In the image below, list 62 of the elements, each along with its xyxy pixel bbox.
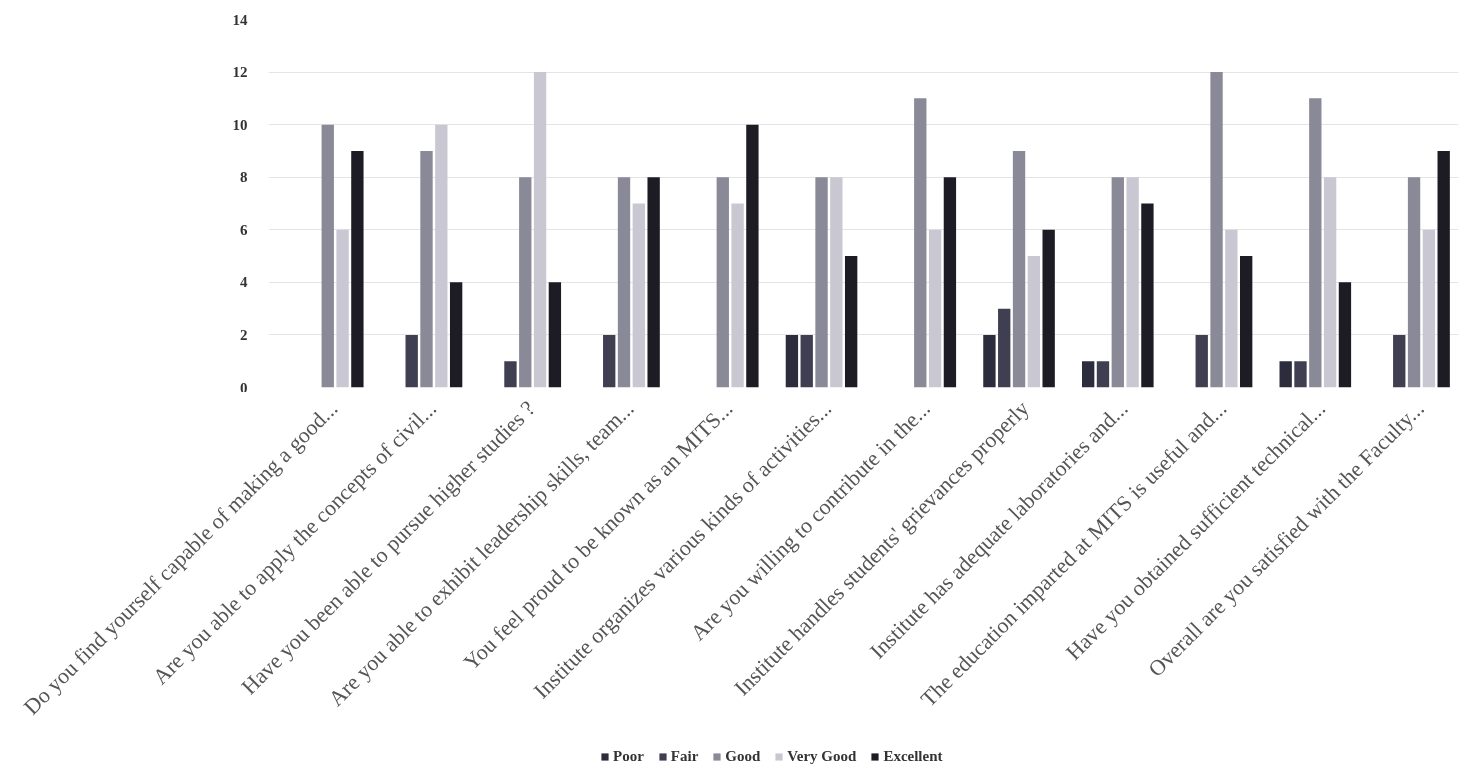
- bar: [405, 334, 418, 388]
- y-tick-label: 8: [240, 169, 248, 186]
- y-tick-label: 10: [232, 116, 248, 133]
- bar: [1294, 361, 1307, 388]
- bar: [1279, 361, 1292, 388]
- legend-label: Poor: [613, 748, 644, 765]
- bar: [785, 334, 799, 388]
- bar: [746, 124, 759, 388]
- legend-label: Very Good: [787, 748, 857, 765]
- bar: [1422, 229, 1436, 388]
- bar: [1225, 229, 1238, 388]
- bar: [1082, 361, 1095, 388]
- bar: [943, 177, 957, 388]
- bar: [1195, 334, 1208, 388]
- bar: [830, 177, 843, 388]
- y-tick-label: 14: [232, 11, 248, 28]
- bar: [435, 124, 448, 388]
- bar: [351, 150, 364, 388]
- bar: [1096, 361, 1110, 388]
- y-tick-label: 2: [240, 326, 248, 343]
- bar: [1240, 256, 1253, 388]
- bar: [1111, 177, 1124, 388]
- legend-label: Fair: [670, 748, 699, 765]
- bar: [504, 361, 517, 388]
- bar: [1407, 177, 1421, 388]
- bar: [647, 177, 660, 388]
- y-tick-label: 12: [232, 64, 248, 81]
- bar: [815, 177, 828, 388]
- legend-label: Excellent: [883, 748, 943, 765]
- bar: [617, 177, 631, 388]
- bar: [1141, 203, 1154, 388]
- bar: [519, 177, 532, 388]
- bar: [1126, 177, 1139, 388]
- bar: [336, 229, 349, 388]
- bar: [632, 203, 645, 388]
- legend-label: Good: [725, 748, 761, 765]
- bar: [983, 334, 996, 388]
- bar: [449, 282, 463, 388]
- bar: [603, 334, 616, 388]
- bar: [1012, 150, 1026, 388]
- bar: [1338, 282, 1352, 388]
- bar: [533, 72, 547, 388]
- bar: [1027, 256, 1041, 388]
- y-tick-label: 4: [240, 274, 248, 291]
- bar: [914, 98, 927, 388]
- bar: [998, 308, 1011, 388]
- bar: [928, 229, 942, 388]
- bar: [800, 334, 813, 388]
- y-tick-label: 0: [240, 379, 248, 396]
- bar: [1323, 177, 1337, 388]
- bar: [731, 203, 744, 388]
- bar: [1309, 98, 1322, 388]
- bar: [844, 256, 858, 388]
- bar: [1042, 229, 1055, 388]
- bar: [321, 124, 334, 388]
- bar: [420, 150, 433, 388]
- bar: [1437, 150, 1450, 388]
- bar: [716, 177, 729, 388]
- y-tick-label: 6: [240, 221, 248, 238]
- bar: [1210, 72, 1223, 388]
- bar: [548, 282, 562, 388]
- bar: [1393, 334, 1406, 388]
